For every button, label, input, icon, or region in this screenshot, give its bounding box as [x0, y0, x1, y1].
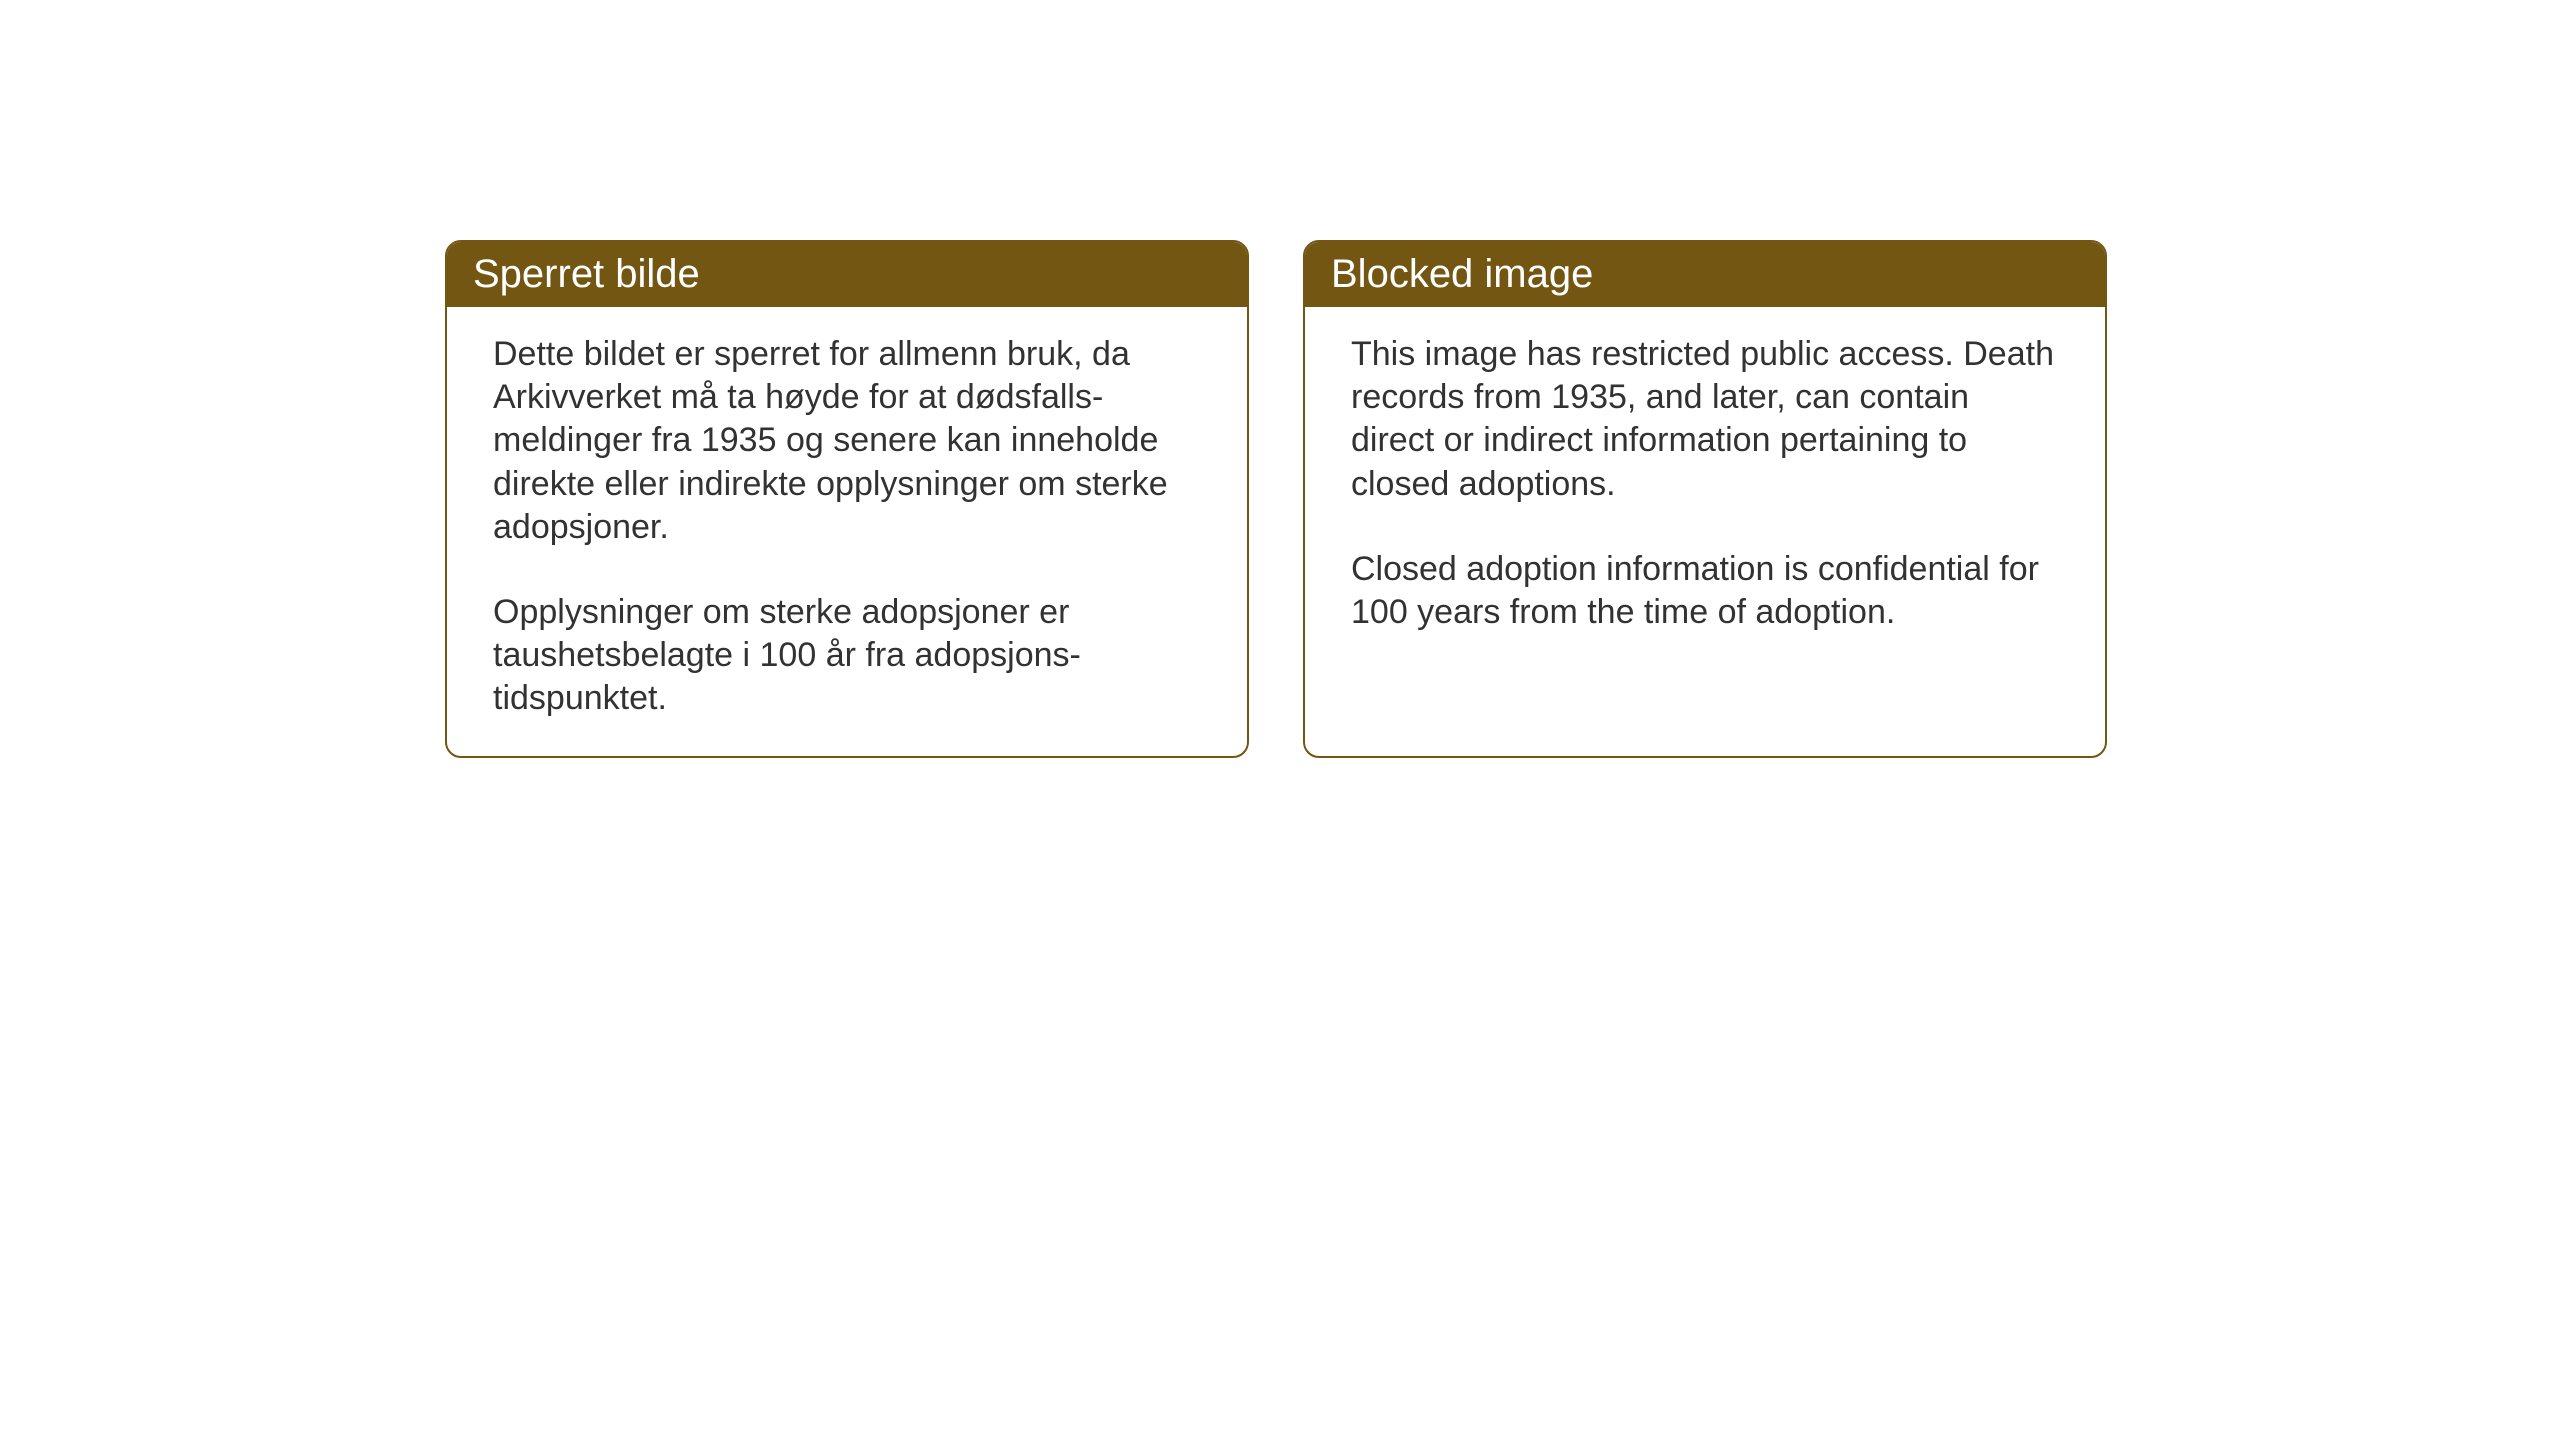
- notice-card-norwegian: Sperret bilde Dette bildet er sperret fo…: [445, 240, 1249, 758]
- notice-container: Sperret bilde Dette bildet er sperret fo…: [445, 240, 2107, 758]
- card-title: Blocked image: [1331, 252, 1593, 296]
- card-paragraph: Dette bildet er sperret for allmenn bruk…: [493, 333, 1201, 549]
- card-header-norwegian: Sperret bilde: [447, 242, 1247, 307]
- card-paragraph: Opplysninger om sterke adopsjoner er tau…: [493, 591, 1201, 721]
- card-paragraph: Closed adoption information is confident…: [1351, 548, 2059, 634]
- card-paragraph: This image has restricted public access.…: [1351, 333, 2059, 506]
- card-header-english: Blocked image: [1305, 242, 2105, 307]
- card-title: Sperret bilde: [473, 252, 700, 296]
- card-body-norwegian: Dette bildet er sperret for allmenn bruk…: [447, 307, 1247, 756]
- card-body-english: This image has restricted public access.…: [1305, 307, 2105, 670]
- notice-card-english: Blocked image This image has restricted …: [1303, 240, 2107, 758]
